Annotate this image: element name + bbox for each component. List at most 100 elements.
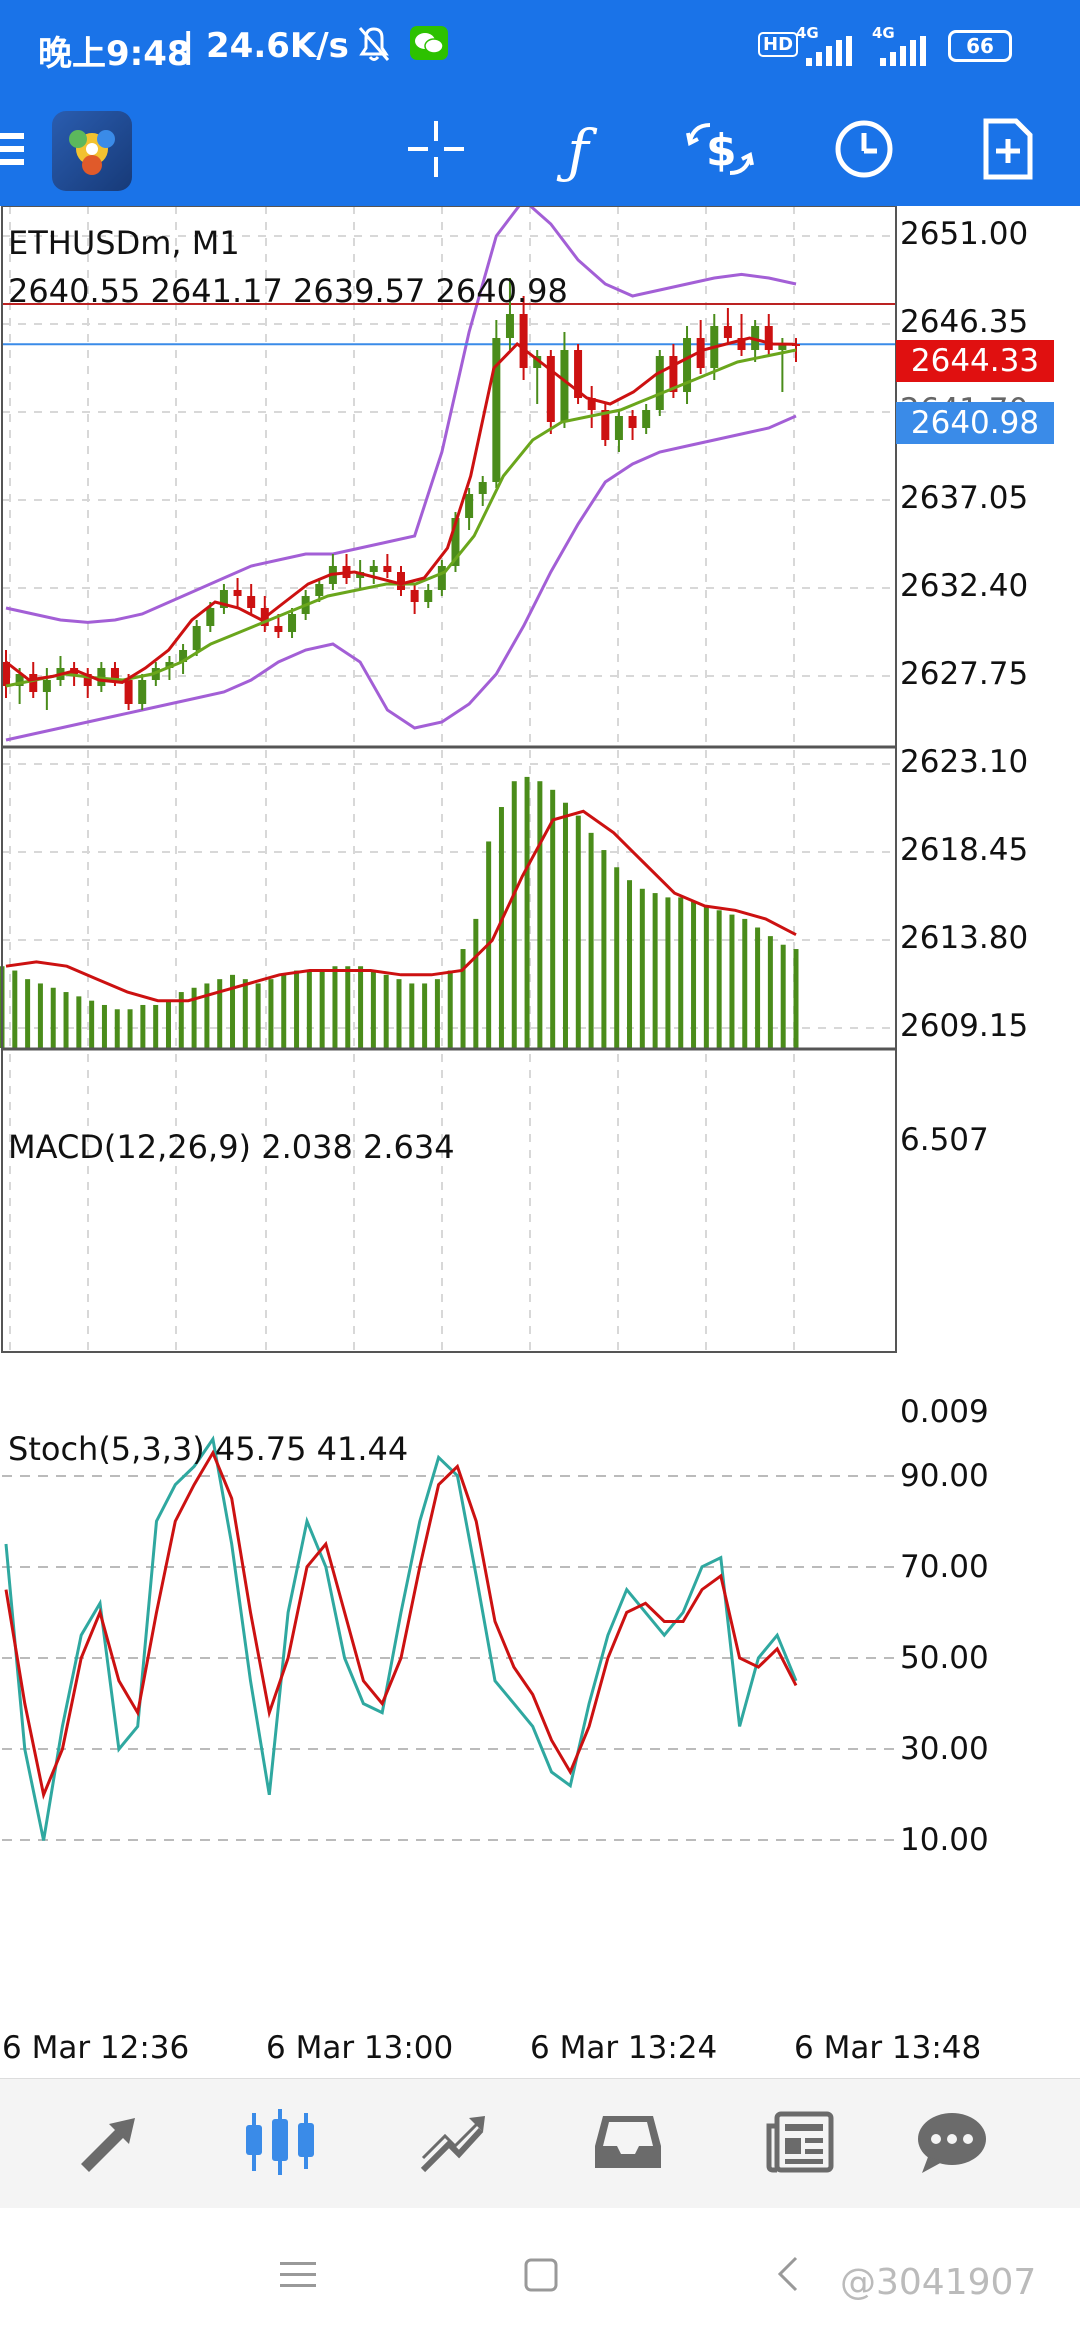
new-order-button[interactable] <box>960 96 1056 206</box>
macd-histogram-bar <box>101 1004 107 1048</box>
nav-history[interactable] <box>394 2079 514 2209</box>
candle-body <box>397 572 405 590</box>
macd-histogram-bar <box>268 979 274 1048</box>
symbols-button[interactable]: $ <box>672 96 768 206</box>
mute-bell-icon <box>356 24 392 68</box>
macd-histogram-bar <box>447 970 453 1048</box>
macd-histogram-bar <box>460 949 466 1048</box>
candle-body <box>478 482 487 494</box>
macd-histogram-bar <box>780 944 786 1048</box>
price-layer <box>2 206 896 742</box>
recents-icon[interactable] <box>280 2260 316 2294</box>
status-speed: 24.6K/s <box>206 26 349 66</box>
candle-body <box>519 314 528 368</box>
price-tick: 2646.35 <box>900 304 1029 340</box>
battery-level: 66 <box>966 34 994 58</box>
macd-histogram-bar <box>50 987 56 1048</box>
stoch-main-line <box>4 1435 798 1841</box>
macd-histogram-bar <box>755 927 761 1048</box>
macd-histogram-bar <box>614 867 620 1048</box>
price-tick: 2627.75 <box>900 656 1029 692</box>
indicators-button[interactable]: ƒ <box>530 96 626 206</box>
chart-area[interactable]: ETHUSDm, M1 2640.55 2641.17 2639.57 2640… <box>0 206 1080 2026</box>
home-icon[interactable] <box>524 2258 558 2296</box>
candle-body <box>15 674 24 686</box>
macd-histogram-bar <box>255 983 261 1048</box>
chart-canvas[interactable] <box>0 206 1080 2026</box>
macd-histogram-bar <box>204 983 210 1048</box>
price-tick: 2623.10 <box>900 744 1029 780</box>
macd-title: MACD(12,26,9) 2.038 2.634 <box>8 1128 455 1166</box>
ask-price-tag: 2644.33 <box>896 340 1054 382</box>
nav-chat[interactable] <box>892 2079 1012 2209</box>
candle-body <box>451 518 460 566</box>
candle-body <box>233 590 242 596</box>
macd-histogram-bar <box>639 888 645 1048</box>
stoch-tick: 90.00 <box>900 1458 989 1494</box>
stoch-tick: 10.00 <box>900 1822 989 1858</box>
candle-body <box>778 344 787 350</box>
nav-news[interactable] <box>740 2079 860 2209</box>
macd-signal-line <box>5 809 797 1003</box>
back-icon[interactable] <box>776 2254 800 2298</box>
macd-histogram-bar <box>665 897 671 1048</box>
hd-badge: HD <box>758 32 799 57</box>
candle-body <box>369 566 378 572</box>
candle-body <box>437 566 446 590</box>
net-label-1: 4G <box>796 24 819 42</box>
macd-histogram-bar <box>473 918 479 1048</box>
candle-body <box>723 326 732 338</box>
candle-body <box>110 668 119 680</box>
macd-min-label: 0.009 <box>900 1394 989 1430</box>
app-logo-button[interactable] <box>44 96 140 206</box>
stoch-tick: 70.00 <box>900 1549 989 1585</box>
timeframe-button[interactable] <box>816 96 912 206</box>
macd-histogram-bar <box>37 983 43 1048</box>
candle-body <box>533 356 542 368</box>
macd-histogram-bar <box>511 781 517 1048</box>
watermark-text: @3041907 <box>840 2262 1037 2303</box>
candle-body <box>192 626 201 650</box>
macd-histogram-bar <box>652 893 658 1048</box>
net-label-2: 4G <box>872 24 895 42</box>
metatrader-icon <box>52 111 132 191</box>
price-tick: 2637.05 <box>900 480 1029 516</box>
candle-body <box>737 338 746 350</box>
macd-histogram-bar <box>242 979 248 1048</box>
candle-body <box>587 398 596 410</box>
nav-messages[interactable] <box>568 2079 688 2209</box>
macd-histogram-bar <box>793 949 799 1048</box>
price-tick: 2618.45 <box>900 832 1029 868</box>
symbol-title: ETHUSDm, M1 <box>8 224 240 262</box>
candle-body <box>424 590 433 602</box>
candle-body <box>179 650 188 662</box>
nav-trade[interactable] <box>50 2079 170 2209</box>
candle-body <box>83 674 92 686</box>
macd-histogram-bar <box>601 850 607 1048</box>
candle-body <box>219 590 228 608</box>
dollar-exchange-icon: $ <box>684 119 756 183</box>
time-axis: 6 Mar 12:36 6 Mar 13:00 6 Mar 13:24 6 Ma… <box>0 2030 1000 2070</box>
macd-histogram-bar <box>76 996 82 1048</box>
stoch-signal-line <box>4 1449 798 1800</box>
candle-body <box>642 410 651 428</box>
macd-layer <box>0 776 799 1048</box>
candle-body <box>628 416 637 428</box>
macd-histogram-bar <box>63 992 69 1048</box>
crosshair-button[interactable] <box>388 96 484 206</box>
status-bar: 晚上9:48 | 24.6K/s HD 4G 4G 66 <box>0 0 1080 96</box>
macd-histogram-bar <box>716 910 722 1048</box>
macd-histogram-bar <box>524 776 530 1048</box>
price-tick: 2609.15 <box>900 1008 1029 1044</box>
stoch-title: Stoch(5,3,3) 45.75 41.44 <box>8 1430 409 1468</box>
candle-body <box>465 494 474 518</box>
nav-chart[interactable] <box>220 2079 340 2209</box>
macd-histogram-bar <box>550 789 556 1048</box>
candle-body <box>138 680 147 704</box>
trend-history-icon <box>419 2110 489 2178</box>
candle-body <box>683 338 692 392</box>
macd-histogram-bar <box>537 781 543 1048</box>
menu-button[interactable] <box>0 96 40 206</box>
candle-body <box>601 410 610 440</box>
time-label: 6 Mar 13:24 <box>530 2030 718 2066</box>
